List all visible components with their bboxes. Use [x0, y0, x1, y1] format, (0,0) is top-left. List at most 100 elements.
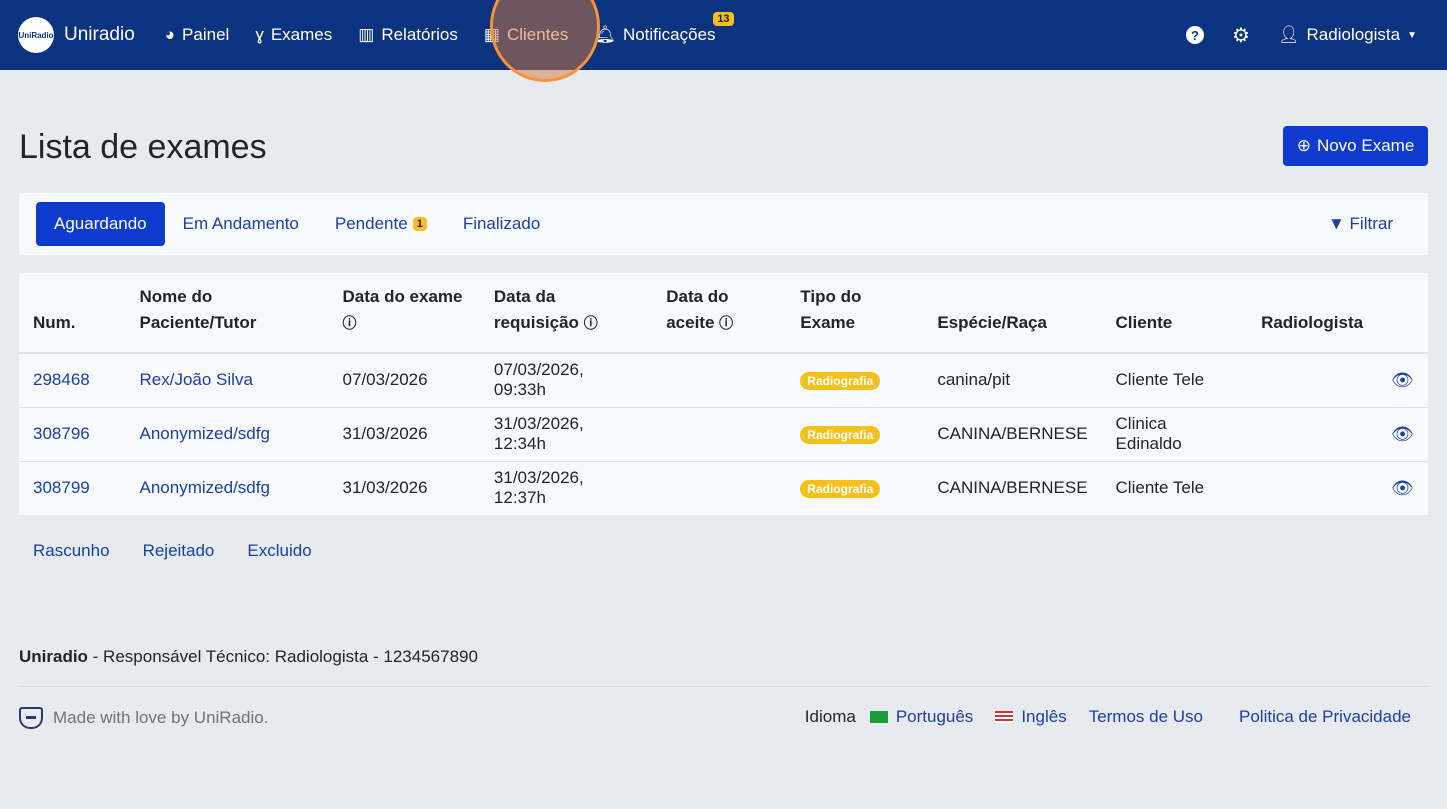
col-radiologist: Radiologista [1247, 273, 1378, 354]
col-patient: Nome do Paciente/Tutor [125, 273, 329, 354]
nav-clientes[interactable]: ▦ Clientes [484, 25, 568, 45]
client: Clinica Edinaldo [1101, 407, 1248, 462]
info-icon[interactable]: ⓘ [342, 315, 357, 331]
nav-label: Notificações [622, 25, 716, 44]
info-icon[interactable]: ⓘ [583, 315, 598, 331]
patient-link[interactable]: Anonymized/sdfg [139, 424, 270, 443]
us-flag-icon [995, 711, 1014, 723]
radiologist [1247, 353, 1378, 408]
privacy-link[interactable]: Politica de Privacidade [1239, 707, 1411, 726]
responsible-text: - Responsável Técnico: Radiologista - 12… [87, 647, 478, 666]
client: Cliente Tele [1101, 353, 1248, 408]
exam-num-link[interactable]: 298468 [33, 370, 90, 390]
brazil-flag-icon [869, 711, 888, 723]
terms-link[interactable]: Termos de Uso [1088, 707, 1204, 726]
new-exam-label: Novo Exame [1316, 136, 1415, 155]
radiologist [1247, 407, 1378, 462]
table-row: 298468 Rex/João Silva 07/03/2026 07/03/2… [19, 353, 1428, 408]
filter-button[interactable]: ▼ Filtrar [1328, 214, 1393, 234]
tab-em-andamento[interactable]: Em Andamento [182, 214, 299, 233]
exams-table: Num. Nome do Paciente/Tutor Data do exam… [19, 273, 1428, 515]
nav-label: Clientes [506, 25, 569, 44]
link-rejeitado[interactable]: Rejeitado [142, 541, 215, 560]
nav-label: Relatórios [381, 25, 458, 44]
footer-links: Idioma Português Inglês Termos de Uso Po… [805, 707, 1411, 727]
nav-exames[interactable]: ɣ Exames [255, 25, 332, 45]
tab-label: Pendente [334, 214, 408, 233]
col-actions [1377, 273, 1428, 354]
info-icon[interactable]: ⓘ [719, 315, 734, 331]
plus-circle-icon: ⊕ [1296, 136, 1311, 155]
brand[interactable]: Uniradio [64, 24, 135, 45]
gear-icon[interactable]: ⚙ [1232, 24, 1250, 47]
tab-pendente[interactable]: Pendente 1 [317, 202, 445, 246]
accept-date [652, 353, 787, 408]
exam-date: 31/03/2026 [342, 478, 428, 498]
col-request-date: Data da requisição ⓘ [479, 273, 653, 354]
lang-ingles[interactable]: Inglês [1021, 707, 1067, 726]
page-title: Lista de exames [19, 128, 267, 166]
request-date: 31/03/2026, 12:37h [493, 468, 584, 508]
link-excluido[interactable]: Excluido [247, 541, 312, 560]
notification-badge: 13 [713, 12, 734, 26]
request-date: 07/03/2026, 09:33h [479, 353, 653, 408]
other-status-links: Rascunho Rejeitado Excluido [33, 541, 312, 561]
eye-icon[interactable]: 👁︎ [1391, 477, 1414, 498]
patient-link[interactable]: Anonymized/sdfg [139, 478, 270, 498]
user-menu[interactable]: 👤︎ Radiologista ▼ [1278, 25, 1417, 45]
building-icon: ▦ [483, 25, 500, 44]
exam-date: 31/03/2026 [328, 407, 480, 462]
top-navbar: UniRadio Uniradio ◕ Painel ɣ Exames ▥ Relat… [0, 0, 1447, 82]
status-tabs: Aguardando Em Andamento Pendente 1 Finali… [19, 193, 1428, 255]
col-exam-type: Tipo do Exame [786, 273, 924, 354]
table-row: 308796 Anonymized/sdfg 31/03/2026 31/03/… [19, 407, 1428, 462]
filter-icon: ▼ [1327, 214, 1345, 233]
species: CANINA/BERNESE [937, 478, 1088, 498]
eye-icon[interactable]: 👁︎ [1391, 423, 1414, 444]
bell-icon: 🔔︎ [594, 25, 616, 44]
col-species: Espécie/Raça [923, 273, 1102, 354]
table-row: 308799 Anonymized/sdfg 31/03/2026 31/03/… [19, 461, 1428, 515]
help-icon[interactable]: ? [1186, 26, 1204, 44]
new-exam-button[interactable]: ⊕ Novo Exame [1283, 126, 1428, 166]
user-name: Radiologista [1306, 25, 1401, 44]
chart-bar-icon: ▥ [358, 25, 375, 44]
accept-date [652, 407, 787, 462]
tab-finalizado[interactable]: Finalizado [462, 214, 541, 233]
nav-label: Painel [182, 25, 230, 44]
user-icon: 👤︎ [1277, 25, 1300, 44]
exam-date: 07/03/2026 [328, 353, 480, 408]
exam-num-link[interactable]: 308796 [33, 424, 90, 443]
client: Cliente Tele [1115, 478, 1205, 498]
nav-relatorios[interactable]: ▥ Relatórios [358, 25, 458, 45]
accept-date [652, 461, 786, 515]
logo: UniRadio [18, 17, 54, 53]
patient-link[interactable]: Rex/João Silva [139, 370, 253, 390]
exam-num-link[interactable]: 308799 [33, 478, 90, 498]
col-exam-date: Data do exame ⓘ [328, 273, 480, 354]
exam-type-badge: Radiografia [800, 372, 881, 391]
divider [19, 686, 1428, 687]
nav-label: Exames [270, 25, 333, 44]
tab-aguardando[interactable]: Aguardando [36, 202, 165, 246]
link-rascunho[interactable]: Rascunho [33, 541, 110, 560]
made-text: Made with love by UniRadio. [53, 708, 269, 727]
stethoscope-icon: ɣ [255, 25, 264, 44]
responsible-info: Uniradio - Responsável Técnico: Radiolog… [19, 647, 478, 667]
col-client: Cliente [1101, 273, 1248, 354]
nav-notificacoes[interactable]: 🔔︎ Notificações 13 [594, 12, 734, 45]
exam-type-badge: Radiografia [800, 480, 881, 499]
nav-painel[interactable]: ◕ Painel [165, 25, 230, 45]
shield-bone-icon: ▬ [19, 707, 43, 729]
made-with-love: ▬ Made with love by UniRadio. [19, 707, 268, 729]
caret-down-icon: ▼ [1407, 29, 1417, 41]
lang-portugues[interactable]: Português [895, 707, 974, 726]
pendente-badge: 1 [412, 217, 427, 231]
filter-label: Filtrar [1349, 214, 1393, 233]
species: canina/pit [923, 353, 1102, 408]
language-label: Idioma [804, 707, 856, 726]
col-accept-date: Data do aceite ⓘ [652, 273, 787, 354]
exam-type-badge: Radiografia [800, 426, 881, 444]
species: CANINA/BERNESE [923, 407, 1102, 462]
eye-icon[interactable]: 👁︎ [1391, 369, 1414, 390]
